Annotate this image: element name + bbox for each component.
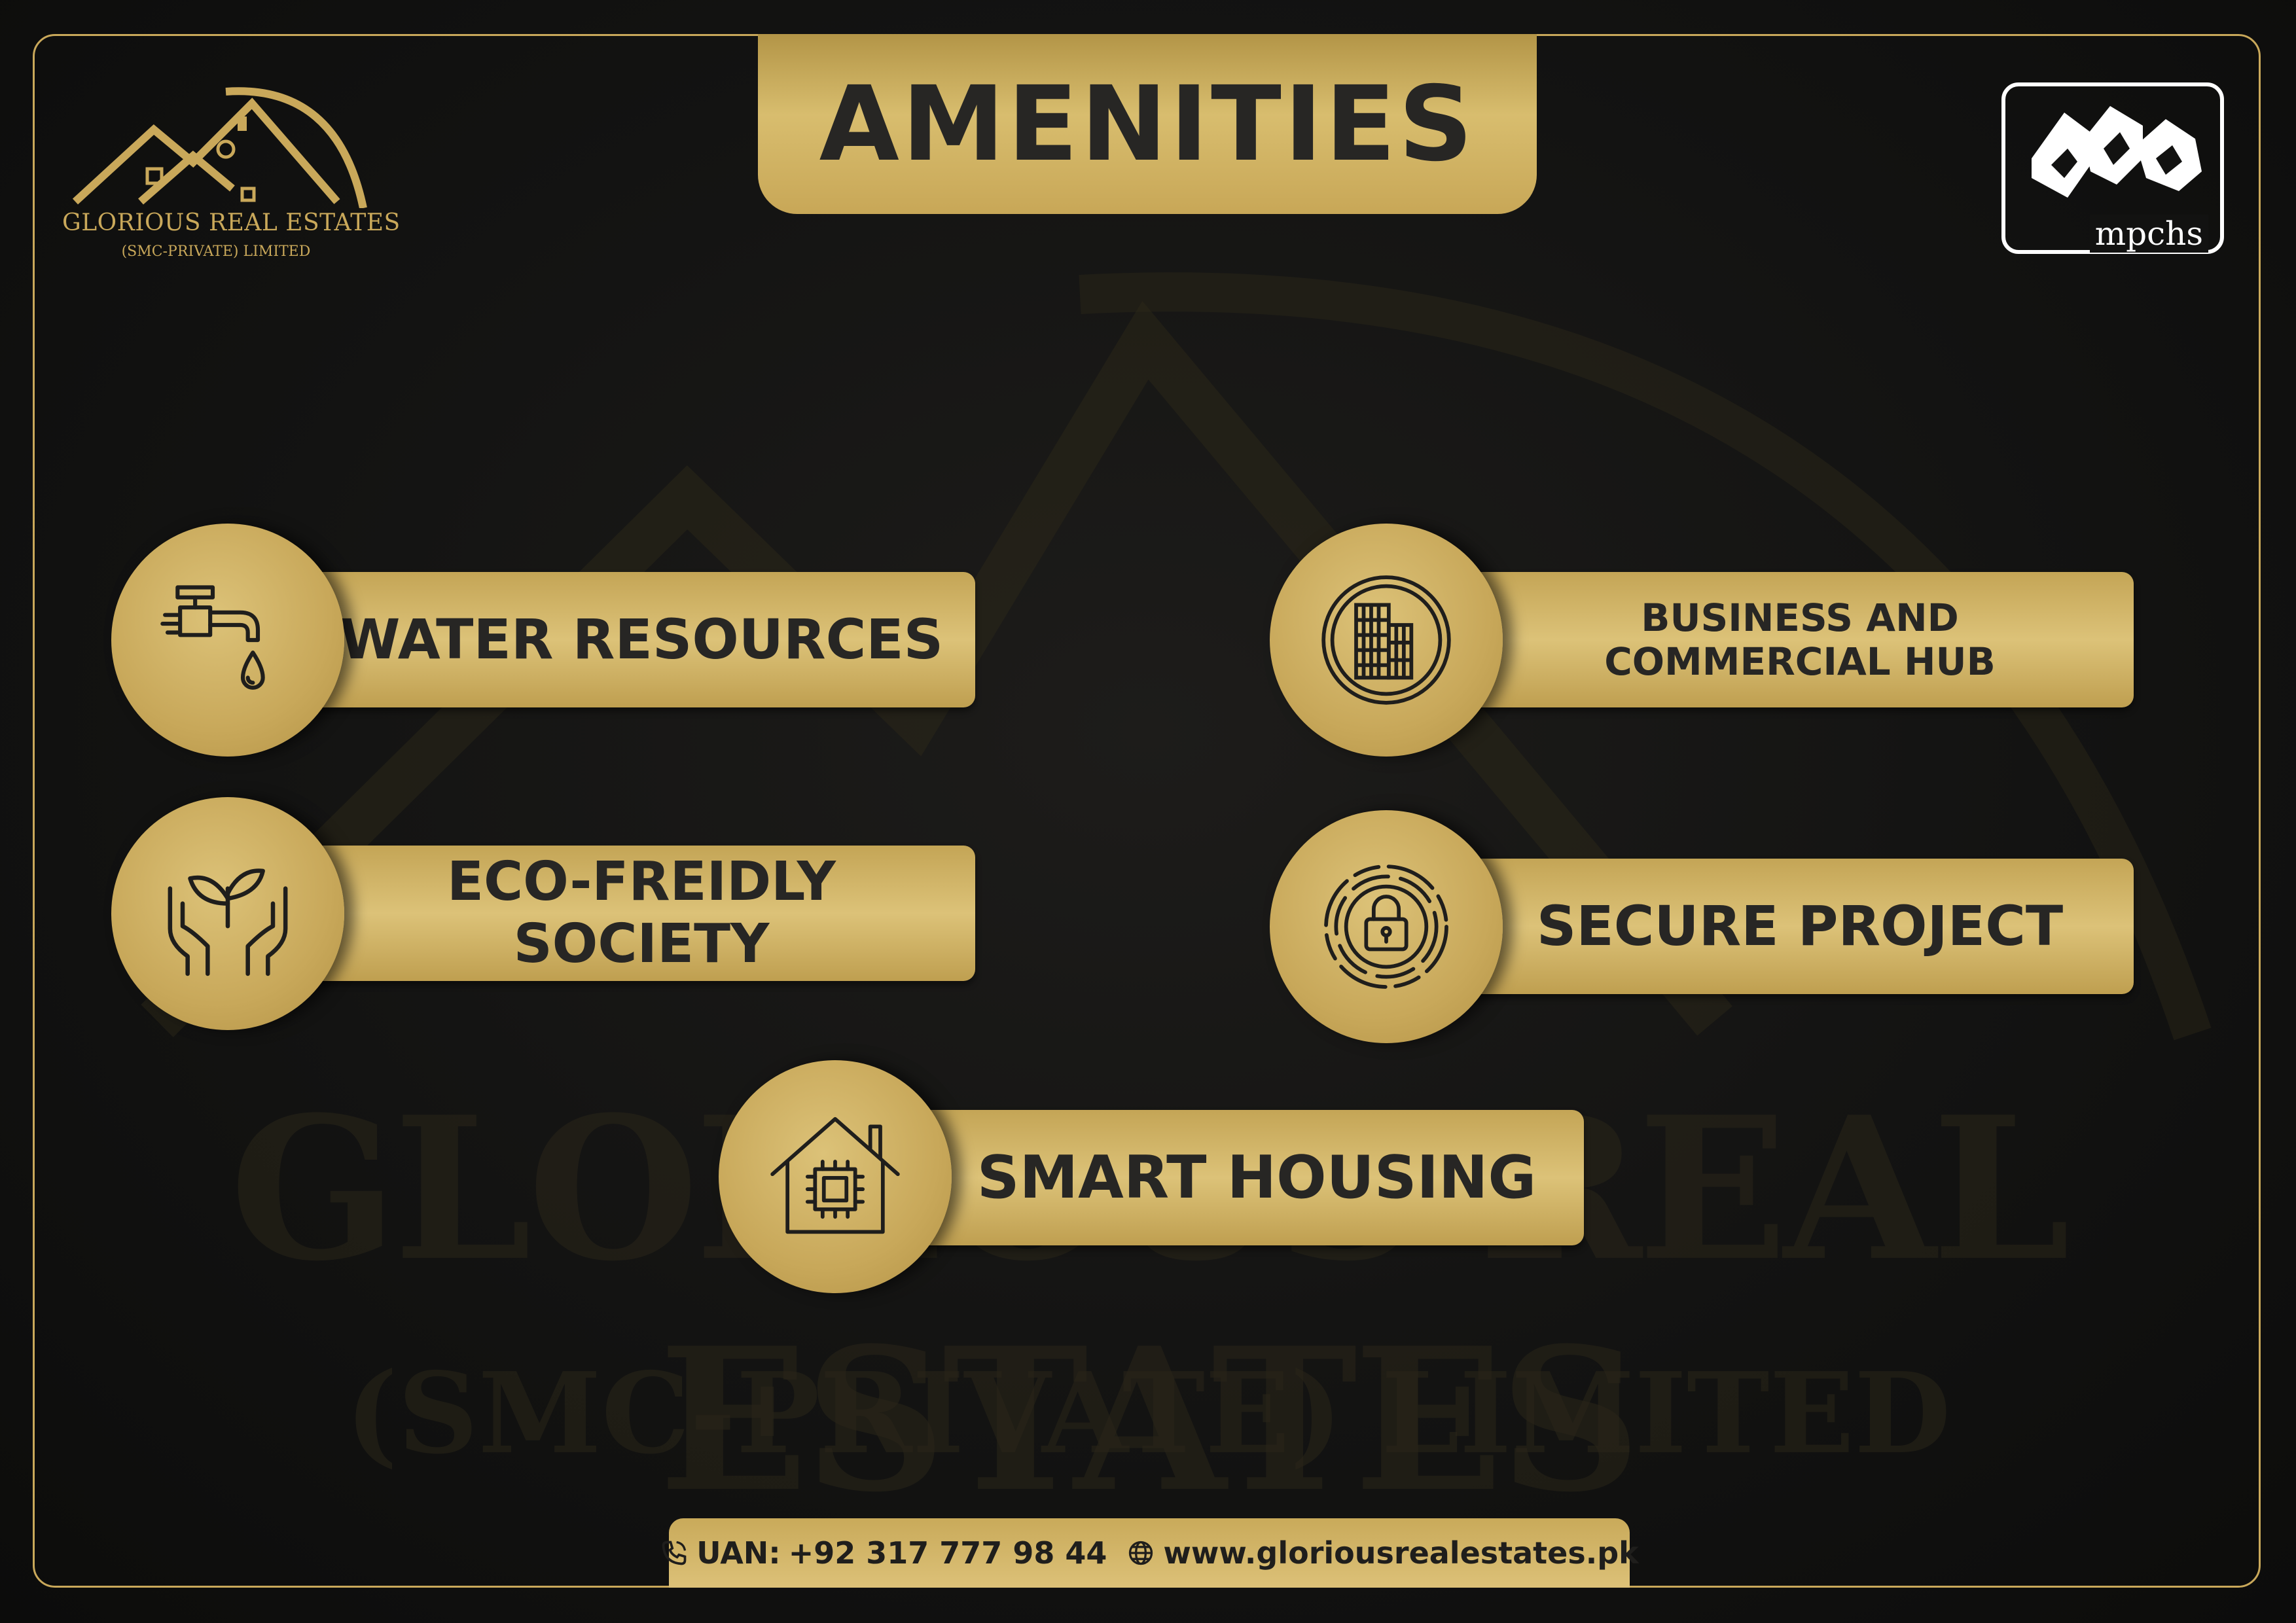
amenity-icon-badge <box>1270 524 1503 757</box>
amenity-icon-badge <box>111 524 344 757</box>
smart-house-icon <box>770 1116 900 1234</box>
page-title: AMENITIES <box>819 63 1476 185</box>
padlock-icon <box>1324 865 1448 989</box>
globe-icon <box>1129 1541 1153 1565</box>
mpchs-houses-icon <box>2032 106 2202 198</box>
plant-hands-icon <box>168 868 288 976</box>
title-banner: AMENITIES <box>758 34 1537 214</box>
phone-number[interactable]: +92 317 777 98 44 <box>788 1535 1107 1571</box>
amenity-icon-badge <box>1270 810 1503 1043</box>
website-group: www.gloriousrealestates.pk <box>1126 1535 1639 1571</box>
amenity-smart-housing: SMART HOUSING <box>877 1110 1584 1245</box>
amenity-icon-badge <box>719 1060 952 1293</box>
house-roof-icon <box>72 87 367 209</box>
amenity-label: BUSINESS AND COMMERCIAL HUB <box>1604 595 1996 684</box>
website-link[interactable]: www.gloriousrealestates.pk <box>1163 1535 1639 1571</box>
mpchs-logo: mpchs <box>2001 82 2224 254</box>
uan-label: UAN: <box>696 1535 781 1571</box>
phone-icon <box>662 1541 687 1565</box>
amenity-label: WATER RESOURCES <box>339 607 944 672</box>
water-tap-icon <box>160 585 265 690</box>
amenity-secure-project: SECURE PROJECT <box>1446 859 2134 994</box>
amenity-icon-badge <box>111 797 344 1030</box>
amenity-business-hub: BUSINESS AND COMMERCIAL HUB <box>1446 572 2134 707</box>
brand-name: GLORIOUS REAL ESTATES <box>62 209 401 236</box>
amenity-label: SMART HOUSING <box>977 1143 1537 1212</box>
brand-subtitle: (SMC-PRIVATE) LIMITED <box>121 243 311 260</box>
amenity-water-resources: WATER RESOURCES <box>288 572 975 707</box>
glorious-logo: GLORIOUS REAL ESTATES (SMC-PRIVATE) LIMI… <box>62 77 401 274</box>
partner-logo-text: mpchs <box>2089 215 2208 253</box>
building-icon <box>1321 575 1451 705</box>
amenity-label: ECO-FREIDLY SOCIETY <box>446 851 836 975</box>
uan-group: UAN: +92 317 777 98 44 <box>660 1535 1107 1571</box>
contact-bar: UAN: +92 317 777 98 44 www.gloriousreale… <box>662 1518 1639 1588</box>
amenity-label: SECURE PROJECT <box>1536 894 2064 959</box>
amenity-eco-friendly: ECO-FREIDLY SOCIETY <box>288 846 975 981</box>
